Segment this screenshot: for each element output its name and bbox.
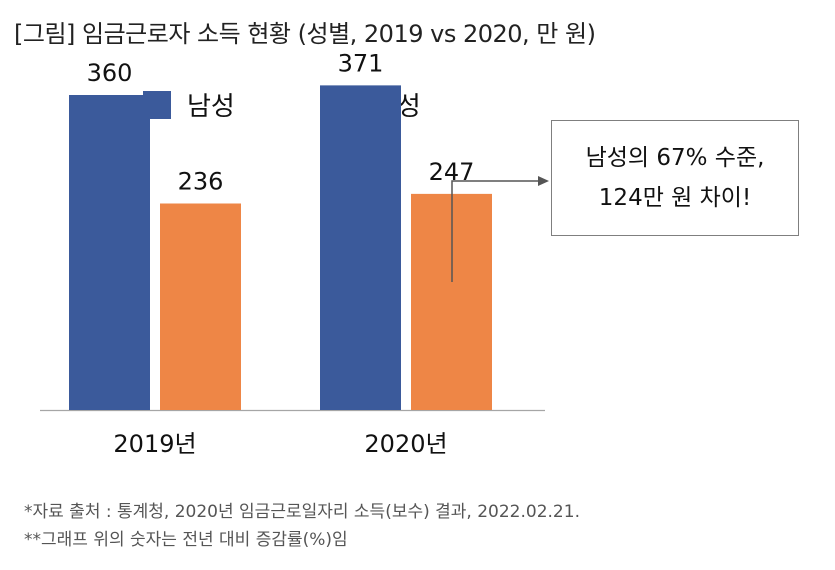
callout-line-1: 남성의 67% 수준, <box>585 145 765 171</box>
callout-line-2: 124만 원 차이! <box>598 185 752 211</box>
footnotes: *자료 출처 : 통계청, 2020년 임금근로일자리 소득(보수) 결과, 2… <box>24 498 580 554</box>
footnote-source: *자료 출처 : 통계청, 2020년 임금근로일자리 소득(보수) 결과, 2… <box>24 502 580 522</box>
legend-label-male: 남성 <box>187 92 235 122</box>
callout-connector <box>451 180 539 282</box>
callout-box: 남성의 67% 수준, 124만 원 차이! <box>551 120 799 236</box>
x-tick-label-0: 2019년 <box>113 430 196 458</box>
data-label-female-0: 236 <box>178 168 224 196</box>
bar-female-0 <box>160 203 241 410</box>
bar-male-1 <box>320 85 401 410</box>
chart-title: [그림] 임금근로자 소득 현황 (성별, 2019 vs 2020, 만 원) <box>14 20 596 48</box>
data-label-male-0: 360 <box>87 59 133 87</box>
bar-male-0 <box>69 95 150 410</box>
x-tick-label-1: 2020년 <box>364 430 447 458</box>
data-label-male-1: 371 <box>338 49 384 77</box>
footnote-remark: **그래프 위의 숫자는 전년 대비 증감률(%)임 <box>24 530 348 550</box>
callout-arrowhead <box>538 176 549 186</box>
